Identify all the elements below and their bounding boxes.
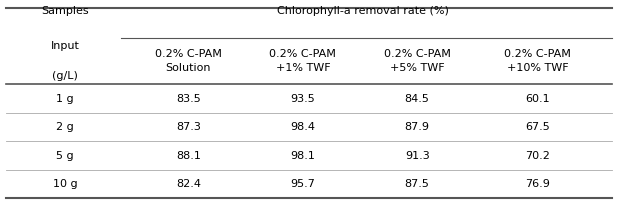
Text: 87.3: 87.3 — [176, 122, 201, 132]
Text: Input: Input — [51, 41, 79, 51]
Text: 2 g: 2 g — [56, 122, 74, 132]
Text: Chlorophyll-a removal rate (%): Chlorophyll-a removal rate (%) — [277, 5, 449, 16]
Text: 98.4: 98.4 — [290, 122, 315, 132]
Text: 88.1: 88.1 — [176, 151, 201, 161]
Text: 0.2% C-PAM
Solution: 0.2% C-PAM Solution — [155, 49, 222, 73]
Text: 98.1: 98.1 — [290, 151, 315, 161]
Text: 87.5: 87.5 — [405, 179, 430, 189]
Text: 1 g: 1 g — [56, 94, 74, 104]
Text: 93.5: 93.5 — [290, 94, 315, 104]
Text: (g/L): (g/L) — [52, 71, 78, 81]
Text: 5 g: 5 g — [56, 151, 74, 161]
Text: 60.1: 60.1 — [525, 94, 550, 104]
Text: 82.4: 82.4 — [176, 179, 201, 189]
Text: 95.7: 95.7 — [290, 179, 315, 189]
Text: Samples: Samples — [41, 5, 89, 16]
Text: 70.2: 70.2 — [525, 151, 550, 161]
Text: 67.5: 67.5 — [525, 122, 550, 132]
Text: 0.2% C-PAM
+10% TWF: 0.2% C-PAM +10% TWF — [504, 49, 571, 73]
Text: 10 g: 10 g — [53, 179, 77, 189]
Text: 83.5: 83.5 — [176, 94, 201, 104]
Text: 91.3: 91.3 — [405, 151, 430, 161]
Text: 0.2% C-PAM
+5% TWF: 0.2% C-PAM +5% TWF — [384, 49, 451, 73]
Text: 84.5: 84.5 — [405, 94, 430, 104]
Text: 76.9: 76.9 — [525, 179, 550, 189]
Text: 87.9: 87.9 — [405, 122, 430, 132]
Text: 0.2% C-PAM
+1% TWF: 0.2% C-PAM +1% TWF — [269, 49, 336, 73]
